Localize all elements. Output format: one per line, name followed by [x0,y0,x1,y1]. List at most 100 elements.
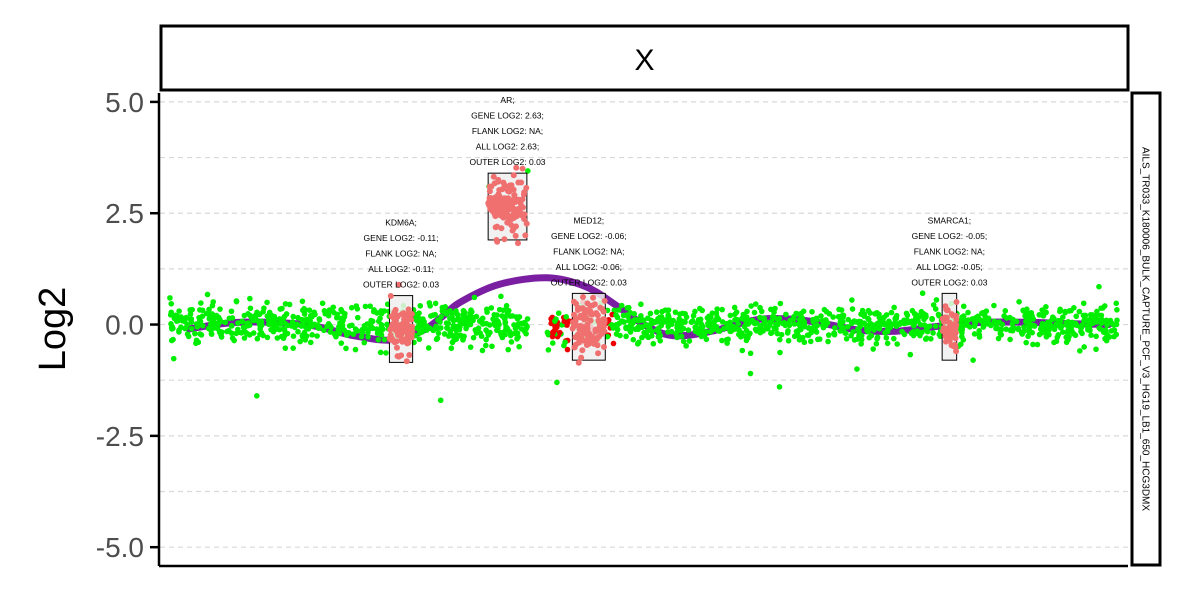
gene-point [523,184,530,191]
data-point [617,332,623,339]
data-point [222,319,229,326]
data-point [1021,324,1027,330]
data-point [247,305,254,312]
gene-point [395,332,402,339]
data-point [843,335,850,342]
data-point [625,313,631,320]
data-point [184,321,190,328]
data-point [935,311,942,318]
gene-point [953,348,960,355]
data-point [297,338,303,345]
data-point [608,322,615,328]
data-point [1113,331,1120,338]
data-point [727,312,734,319]
data-point [241,312,248,319]
data-point [276,326,283,333]
data-point [929,315,935,322]
data-point [187,311,194,317]
data-point [769,329,775,336]
data-point [933,297,940,303]
data-point [932,323,939,329]
data-point [893,315,900,322]
data-point [434,335,441,342]
gene-point [953,299,960,306]
data-point [631,311,638,317]
data-point [682,311,688,317]
data-point [719,306,725,313]
data-point [641,329,647,336]
gene-point [942,333,949,340]
gene-point [500,179,507,186]
data-point [1076,308,1083,315]
data-point [751,309,758,316]
data-point [1106,334,1113,340]
data-point [1080,300,1087,307]
data-point [338,319,345,326]
data-point [441,309,448,315]
data-point [971,331,978,337]
gene-point [583,315,590,322]
data-point [245,320,252,326]
data-point [991,302,997,309]
gene-point [399,326,406,333]
data-point [415,314,421,321]
data-point [299,298,306,305]
data-point [646,322,653,328]
data-point [662,317,668,323]
data-point [818,313,824,319]
data-point [494,327,500,334]
data-point [290,345,296,351]
data-point [554,324,560,331]
data-point [800,308,807,315]
data-point [489,343,495,350]
gene-point [511,199,518,206]
data-point [1102,335,1108,342]
gene-point [579,293,586,300]
data-point [849,297,855,303]
data-point [241,335,248,341]
data-point [1077,348,1083,354]
data-point [1098,312,1105,319]
gene-point [494,223,501,230]
data-point [688,319,695,325]
data-point [830,314,836,320]
data-point [184,331,191,337]
data-point [692,308,698,315]
gene-point [403,358,410,365]
data-point [378,310,385,317]
data-point [1039,320,1046,327]
data-point [365,329,371,336]
data-point [813,329,820,335]
data-point [632,326,639,333]
data-point [359,326,366,333]
data-point [758,308,765,315]
data-point [872,310,878,317]
data-point [678,320,685,327]
data-point [383,350,389,356]
data-point [904,312,911,319]
data-point [842,330,848,336]
gene-point [393,312,400,319]
data-point [865,328,871,335]
data-point [460,307,467,314]
data-point [764,325,770,332]
data-point [746,330,753,337]
data-point [453,308,459,314]
data-point [498,331,504,338]
data-point [809,326,815,333]
data-point [295,328,301,335]
data-point [759,315,766,322]
data-point [774,330,781,337]
data-point [650,340,657,347]
data-point [752,301,759,307]
data-point [865,307,872,314]
gene-point [392,306,399,313]
gene-point [589,311,596,318]
data-point [503,326,509,333]
gene-point [501,236,508,243]
data-point [613,312,619,318]
gene-point [519,196,526,203]
gene-point [597,304,604,311]
data-point [686,338,693,344]
data-point [907,319,914,326]
